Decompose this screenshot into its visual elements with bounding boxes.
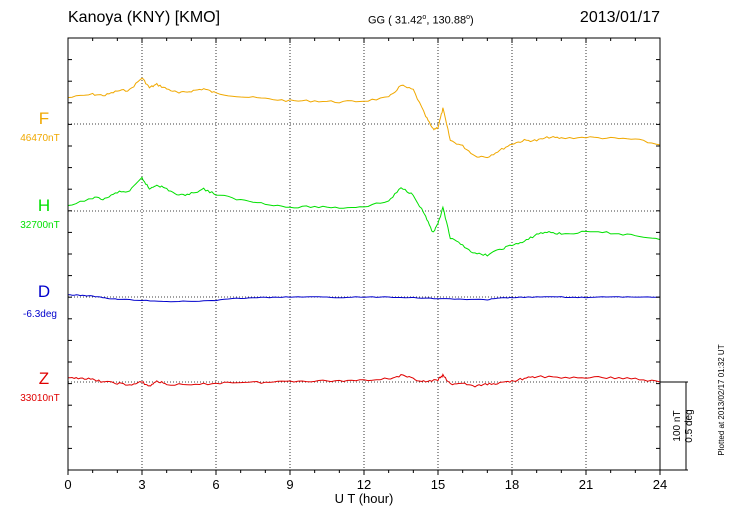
x-axis-label: U T (hour) — [335, 491, 394, 506]
series-name-d: D — [38, 282, 50, 301]
series-name-f: F — [39, 109, 49, 128]
coords-suffix: ) — [470, 14, 474, 27]
x-tick-label-12: 12 — [357, 477, 371, 492]
series-labels: F 46470nT H 32700nT D -6.3deg Z 33010nT — [20, 109, 59, 404]
series-line-f — [67, 77, 661, 159]
series-lines — [67, 77, 661, 388]
grid-lines — [68, 38, 660, 470]
observation-date: 2013/01/17 — [579, 9, 660, 26]
x-tick-label-24: 24 — [653, 477, 667, 492]
x-tick-label-21: 21 — [579, 477, 593, 492]
series-line-z — [67, 373, 661, 388]
series-name-z: Z — [39, 369, 49, 388]
x-tick-label-0: 0 — [64, 477, 71, 492]
x-tick-label-18: 18 — [505, 477, 519, 492]
station-coordinates: GG ( 31.42o, 130.88o) — [368, 14, 474, 27]
x-tick-label-3: 3 — [138, 477, 145, 492]
coords-mid: , 130.88 — [426, 14, 467, 27]
station-title: Kanoya (KNY) [KMO] — [68, 9, 221, 26]
series-baseline-d: -6.3deg — [23, 309, 57, 320]
x-tick-label-6: 6 — [212, 477, 219, 492]
series-baseline-h: 32700nT — [20, 220, 59, 231]
x-tick-label-15: 15 — [431, 477, 445, 492]
axes: 0 3 6 9 12 15 18 21 24 U T (hour) — [64, 37, 667, 506]
series-name-h: H — [38, 196, 50, 215]
series-line-d — [67, 294, 661, 303]
coords-prefix: GG ( 31.42 — [368, 14, 423, 27]
x-tick-label-9: 9 — [286, 477, 293, 492]
scale-deg-label: 0.5 deg — [684, 409, 695, 442]
scale-bar: 100 nT 0.5 deg Plotted at 2013/02/17 01:32… — [660, 344, 726, 471]
series-baseline-z: 33010nT — [20, 393, 59, 404]
plotted-at-label: Plotted at 2013/02/17 01:32 UT — [717, 344, 726, 455]
series-line-h — [67, 176, 661, 257]
scale-nt-label: 100 nT — [672, 410, 683, 441]
series-baseline-f: 46470nT — [20, 133, 59, 144]
